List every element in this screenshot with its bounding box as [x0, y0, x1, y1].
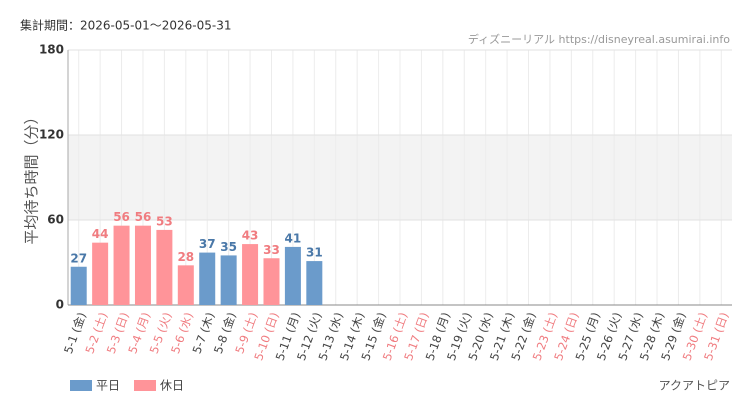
- legend-label: 休日: [160, 379, 184, 393]
- source: ディズニーリアル https://disneyreal.asumirai.inf…: [468, 32, 730, 46]
- legend-swatch: [70, 380, 92, 391]
- value-label: 53: [156, 214, 173, 228]
- value-label: 37: [199, 237, 216, 251]
- value-label: 27: [70, 251, 87, 265]
- value-label: 28: [177, 250, 194, 264]
- value-label: 43: [242, 229, 259, 243]
- legend-swatch: [134, 380, 156, 391]
- y-axis-label: 平均待ち時間（分）: [23, 109, 41, 244]
- legend-label: 平日: [96, 379, 120, 393]
- bar: [177, 265, 194, 305]
- bar: [306, 261, 323, 305]
- bar: [156, 229, 173, 305]
- y-tick-label: 0: [56, 298, 64, 312]
- value-label: 33: [263, 243, 280, 257]
- value-label: 56: [135, 210, 152, 224]
- value-label: 56: [113, 210, 130, 224]
- value-label: 31: [306, 246, 323, 260]
- bar: [199, 252, 216, 305]
- bar: [92, 242, 109, 305]
- y-tick-label: 60: [47, 213, 64, 227]
- value-label: 41: [285, 231, 302, 245]
- value-label: 35: [220, 240, 237, 254]
- bar: [242, 244, 259, 305]
- bar: [134, 225, 151, 305]
- value-label: 44: [92, 227, 109, 241]
- bar: [70, 266, 87, 305]
- bar: [284, 246, 301, 305]
- y-tick-label: 120: [39, 128, 64, 142]
- period: 集計期間：2026-05-01〜2026-05-31: [20, 18, 231, 33]
- bar: [263, 258, 280, 305]
- attraction: アクアトピア: [659, 379, 730, 393]
- y-tick-label: 180: [39, 43, 64, 57]
- bar: [220, 255, 237, 305]
- bar: [113, 225, 130, 305]
